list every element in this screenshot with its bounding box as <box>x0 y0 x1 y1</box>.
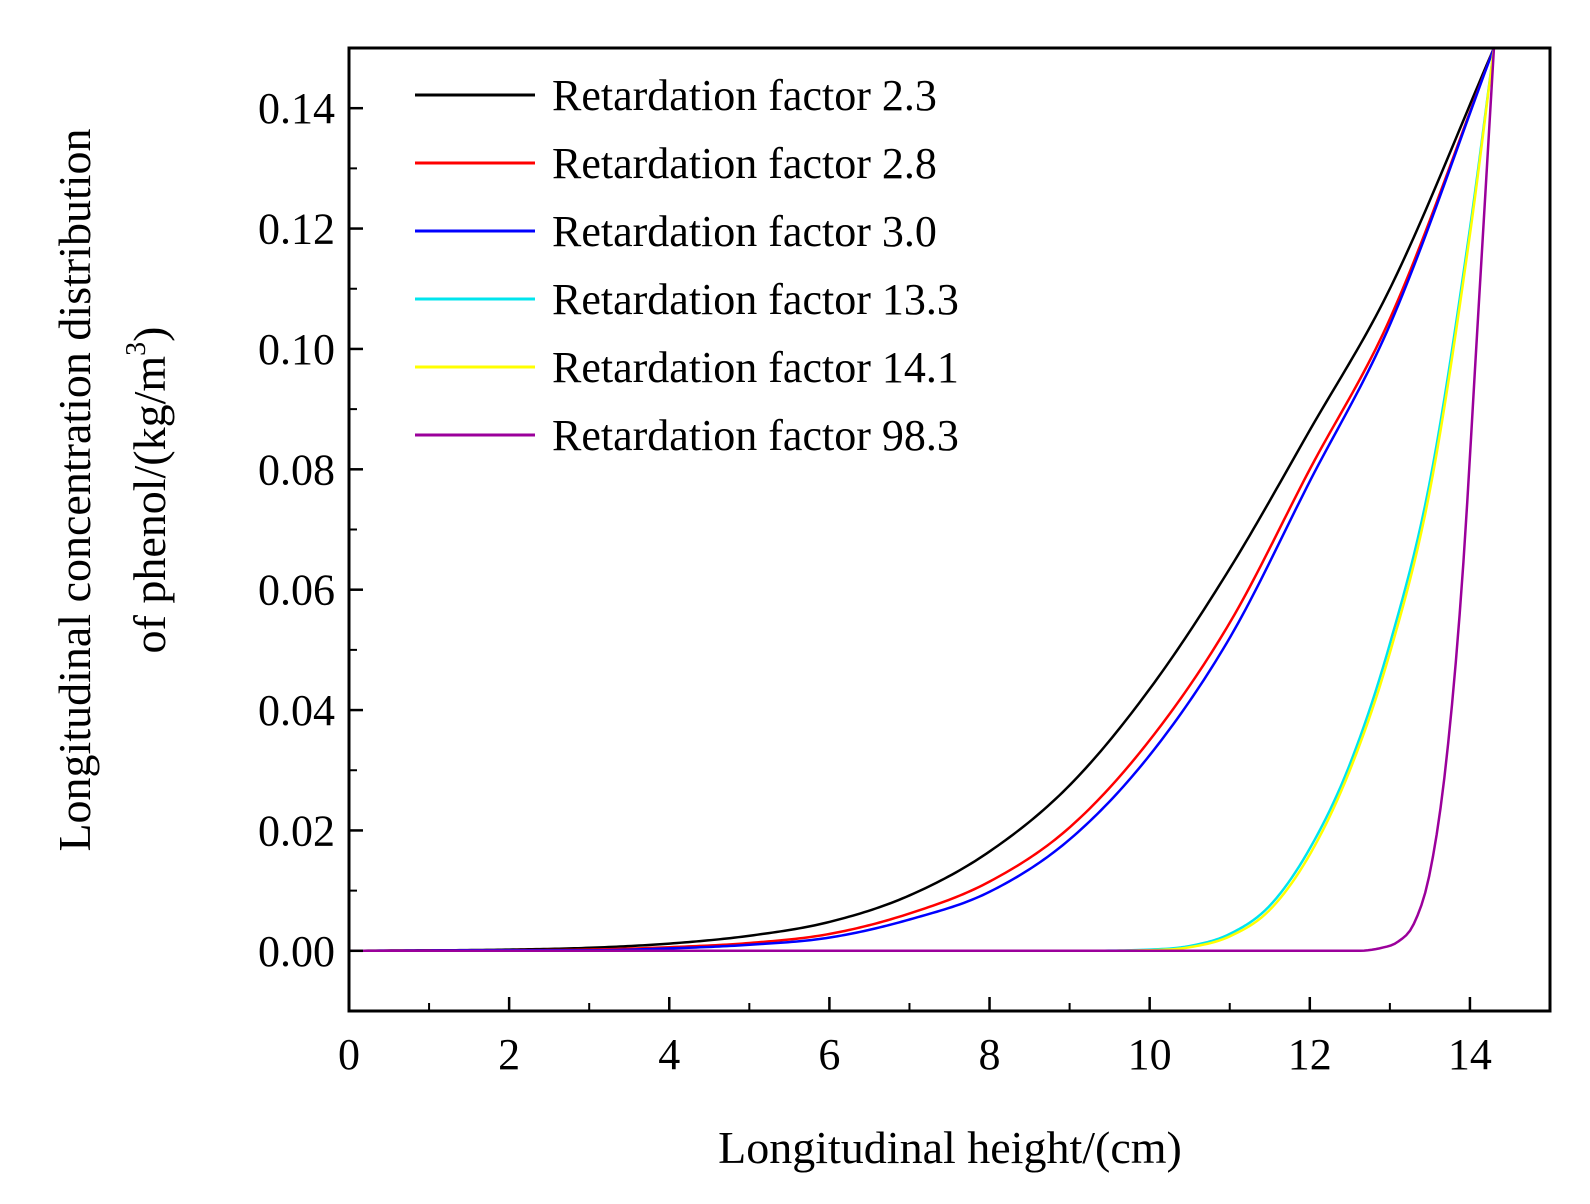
axis-ticks <box>347 47 1472 1012</box>
legend-label-2: Retardation factor 2.8 <box>552 139 937 188</box>
legend: Retardation factor 2.3 Retardation factor… <box>415 71 959 460</box>
y-axis-title-main: of phenol/(kg/m <box>124 356 175 654</box>
y-tick-label: 0.12 <box>258 205 335 254</box>
x-tick-label: 14 <box>1448 1030 1492 1079</box>
y-tick-label: 0.06 <box>258 566 335 615</box>
x-tick-label: 2 <box>498 1030 520 1079</box>
axis-tick-labels: 0 2 4 6 8 10 12 14 0.00 0.02 0.04 0.06 0.08 0.10 0.12 0… <box>258 84 1492 1079</box>
y-axis-title-close: ) <box>124 326 175 341</box>
x-tick-label: 10 <box>1128 1030 1172 1079</box>
x-axis-title: Longitudinal height/(cm) <box>718 1122 1182 1173</box>
y-tick-label: 0.04 <box>258 686 335 735</box>
x-tick-label: 4 <box>658 1030 680 1079</box>
plot-frame <box>347 46 1552 1013</box>
x-tick-label: 6 <box>818 1030 840 1079</box>
legend-label-3: Retardation factor 3.0 <box>552 207 937 256</box>
y-axis-title-line2: of phenol/(kg/m3) <box>121 326 175 653</box>
legend-label-6: Retardation factor 98.3 <box>552 411 959 460</box>
x-tick-label: 0 <box>338 1030 360 1079</box>
y-axis-title-superscript: 3 <box>121 342 152 356</box>
y-axis-title-line1: Longitudinal concentration distribution <box>49 128 100 851</box>
legend-label-4: Retardation factor 13.3 <box>552 275 959 324</box>
y-tick-label: 0.08 <box>258 445 335 494</box>
plot-lines <box>348 47 1496 953</box>
y-tick-label: 0.02 <box>258 806 335 855</box>
series-line-6 <box>349 47 1496 953</box>
y-tick-label: 0.00 <box>258 927 335 976</box>
y-tick-label: 0.10 <box>258 325 335 374</box>
legend-label-1: Retardation factor 2.3 <box>552 71 937 120</box>
legend-label-5: Retardation factor 14.1 <box>552 343 959 392</box>
x-tick-label: 12 <box>1288 1030 1332 1079</box>
y-tick-label: 0.14 <box>258 84 335 133</box>
x-tick-label: 8 <box>979 1030 1001 1079</box>
